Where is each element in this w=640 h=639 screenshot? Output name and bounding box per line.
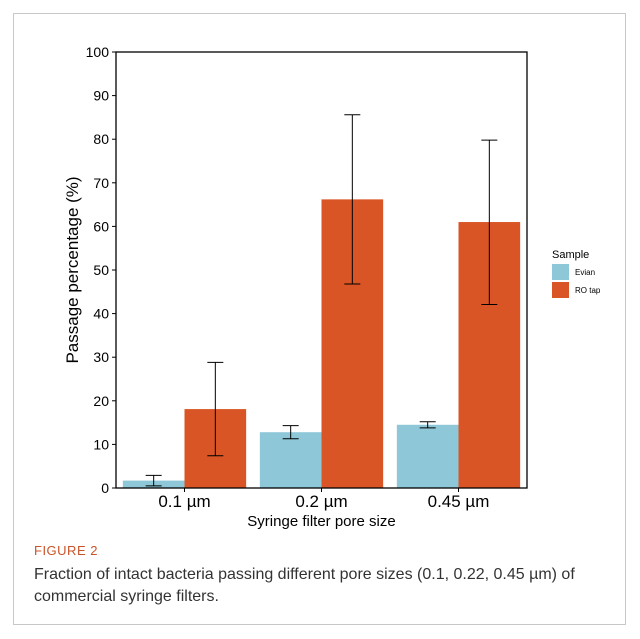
- y-axis: 0 10 20 30 40 50 60 70 80 90 100: [86, 44, 116, 496]
- y-tick-label: 30: [93, 349, 109, 365]
- plot-panel-border: [115, 51, 528, 489]
- legend-label: RO tap: [575, 286, 601, 295]
- y-tick-label: 90: [93, 88, 109, 104]
- x-axis-title: Syringe filter pore size: [247, 513, 395, 530]
- x-axis: 0.1 µm 0.2 µm 0.45 µm: [158, 488, 489, 511]
- y-tick-label: 80: [93, 131, 109, 147]
- y-tick-label: 50: [93, 262, 109, 278]
- bar-evian: [259, 432, 322, 488]
- y-tick-label: 0: [101, 480, 109, 496]
- bars-group: [122, 199, 521, 489]
- bar-evian: [396, 424, 459, 488]
- figure-caption: Fraction of intact bacteria passing diff…: [34, 566, 575, 605]
- figure-label: FIGURE 2: [34, 543, 98, 558]
- error-bars-group: [145, 114, 498, 487]
- legend-swatch: [552, 282, 569, 298]
- y-tick-label: 20: [93, 393, 109, 409]
- y-tick-label: 10: [93, 436, 109, 452]
- legend: Sample Evian RO tap: [552, 249, 601, 298]
- y-tick-label: 100: [86, 44, 110, 60]
- y-tick-label: 70: [93, 175, 109, 191]
- figure-frame: [13, 13, 626, 625]
- x-tick-label: 0.45 µm: [428, 492, 490, 511]
- y-axis-title: Passage percentage (%): [63, 176, 82, 363]
- x-tick-label: 0.1 µm: [158, 492, 210, 511]
- x-tick-label: 0.2 µm: [295, 492, 347, 511]
- legend-label: Evian: [575, 268, 595, 277]
- y-tick-label: 60: [93, 218, 109, 234]
- y-tick-label: 40: [93, 306, 109, 322]
- legend-title: Sample: [552, 249, 589, 261]
- legend-swatch: [552, 264, 569, 280]
